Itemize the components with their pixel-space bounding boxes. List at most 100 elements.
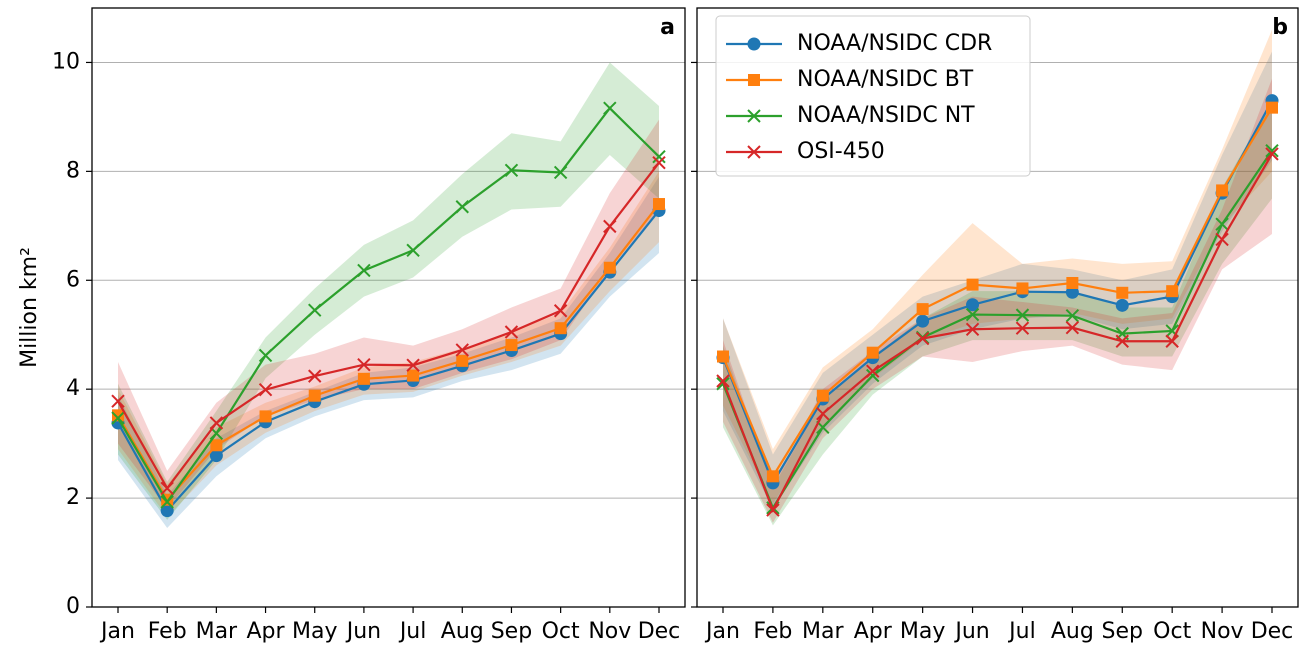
marker xyxy=(1215,232,1229,247)
marker xyxy=(1015,321,1030,335)
marker xyxy=(652,155,666,170)
marker xyxy=(766,470,779,483)
series-line xyxy=(117,209,660,513)
marker xyxy=(504,163,519,177)
marker xyxy=(1115,334,1129,348)
x-tick-label: Dec xyxy=(638,619,681,644)
x-tick-label: Aug xyxy=(441,619,484,644)
x-tick-label: May xyxy=(900,619,945,644)
uncertainty-band xyxy=(118,62,659,520)
marker xyxy=(603,219,617,234)
marker xyxy=(966,298,980,312)
series-line xyxy=(117,161,660,491)
marker xyxy=(816,406,830,421)
marker xyxy=(258,383,273,397)
marker xyxy=(916,303,929,316)
marker xyxy=(209,416,224,430)
y-tick-label: 2 xyxy=(66,485,80,510)
marker xyxy=(1265,147,1279,161)
marker xyxy=(406,358,420,372)
marker xyxy=(866,364,880,378)
uncertainty-band xyxy=(723,29,1272,504)
marker xyxy=(916,314,930,328)
x-tick-label: Mar xyxy=(802,619,844,644)
x-tick-label: Jul xyxy=(1007,619,1036,644)
uncertainty-band xyxy=(723,51,1272,509)
marker xyxy=(603,101,617,115)
marker xyxy=(1115,298,1129,312)
x-tick-label: Feb xyxy=(753,619,792,644)
panel-label: b xyxy=(1272,15,1288,40)
marker xyxy=(652,149,666,164)
marker xyxy=(1065,308,1080,323)
x-tick-label: Feb xyxy=(148,619,187,644)
legend-label: NOAA/NSIDC BT xyxy=(797,67,974,92)
x-tick-label: Jun xyxy=(345,619,381,644)
marker xyxy=(1116,286,1129,299)
marker xyxy=(455,343,469,357)
marker xyxy=(1165,334,1179,348)
marker xyxy=(1216,184,1229,197)
x-tick-label: Jun xyxy=(953,619,989,644)
legend-box xyxy=(715,15,1031,177)
marker xyxy=(554,322,567,335)
marker xyxy=(259,410,272,423)
marker xyxy=(258,348,273,363)
uncertainty-band xyxy=(118,119,659,509)
marker xyxy=(716,374,730,388)
marker xyxy=(160,481,174,495)
marker xyxy=(504,325,519,339)
marker xyxy=(1015,308,1030,322)
marker xyxy=(1065,285,1079,299)
marker xyxy=(965,307,980,322)
marker xyxy=(1016,282,1029,295)
x-tick-label: Jan xyxy=(99,619,135,644)
marker xyxy=(966,278,979,291)
marker xyxy=(553,304,568,318)
marker xyxy=(866,368,880,383)
legend-label: NOAA/NSIDC CDR xyxy=(797,31,992,56)
uncertainty-band xyxy=(723,78,1272,523)
legend-label: OSI-450 xyxy=(797,139,885,164)
marker xyxy=(1215,217,1229,231)
x-tick-label: Apr xyxy=(247,619,286,644)
x-tick-label: Apr xyxy=(854,619,893,644)
y-tick-label: 6 xyxy=(66,267,80,292)
panel-label: a xyxy=(660,15,675,40)
marker xyxy=(308,389,321,402)
marker xyxy=(965,322,980,336)
plot-frame xyxy=(91,7,686,608)
y-tick-label: 8 xyxy=(66,158,80,183)
marker xyxy=(357,357,371,372)
marker xyxy=(1266,101,1278,114)
marker xyxy=(111,411,125,425)
marker xyxy=(357,263,371,278)
series-line xyxy=(117,203,660,502)
series-line xyxy=(117,106,660,504)
marker xyxy=(209,449,223,463)
series-line xyxy=(721,150,1273,511)
x-tick-label: Sep xyxy=(491,619,532,644)
marker xyxy=(603,261,616,274)
marker xyxy=(866,346,879,359)
y-tick-label: 10 xyxy=(52,49,80,74)
legend-marker xyxy=(748,74,760,86)
legend-marker xyxy=(747,145,761,159)
y-axis-label: Million km² xyxy=(17,247,42,368)
marker xyxy=(111,394,125,408)
marker xyxy=(160,504,174,518)
uncertainty-band xyxy=(723,100,1272,526)
y-tick-label: 4 xyxy=(66,376,80,401)
series-line xyxy=(721,153,1273,513)
y-tick-label: 0 xyxy=(66,594,80,619)
x-tick-label: Sep xyxy=(1102,619,1143,644)
x-tick-label: Mar xyxy=(196,619,238,644)
series-line xyxy=(721,107,1273,479)
x-tick-label: Dec xyxy=(1251,619,1294,644)
marker xyxy=(160,495,174,509)
legend-label: NOAA/NSIDC NT xyxy=(797,103,975,128)
marker xyxy=(915,331,930,346)
marker xyxy=(308,303,322,317)
plot-frame xyxy=(696,7,1299,608)
marker xyxy=(210,439,223,452)
